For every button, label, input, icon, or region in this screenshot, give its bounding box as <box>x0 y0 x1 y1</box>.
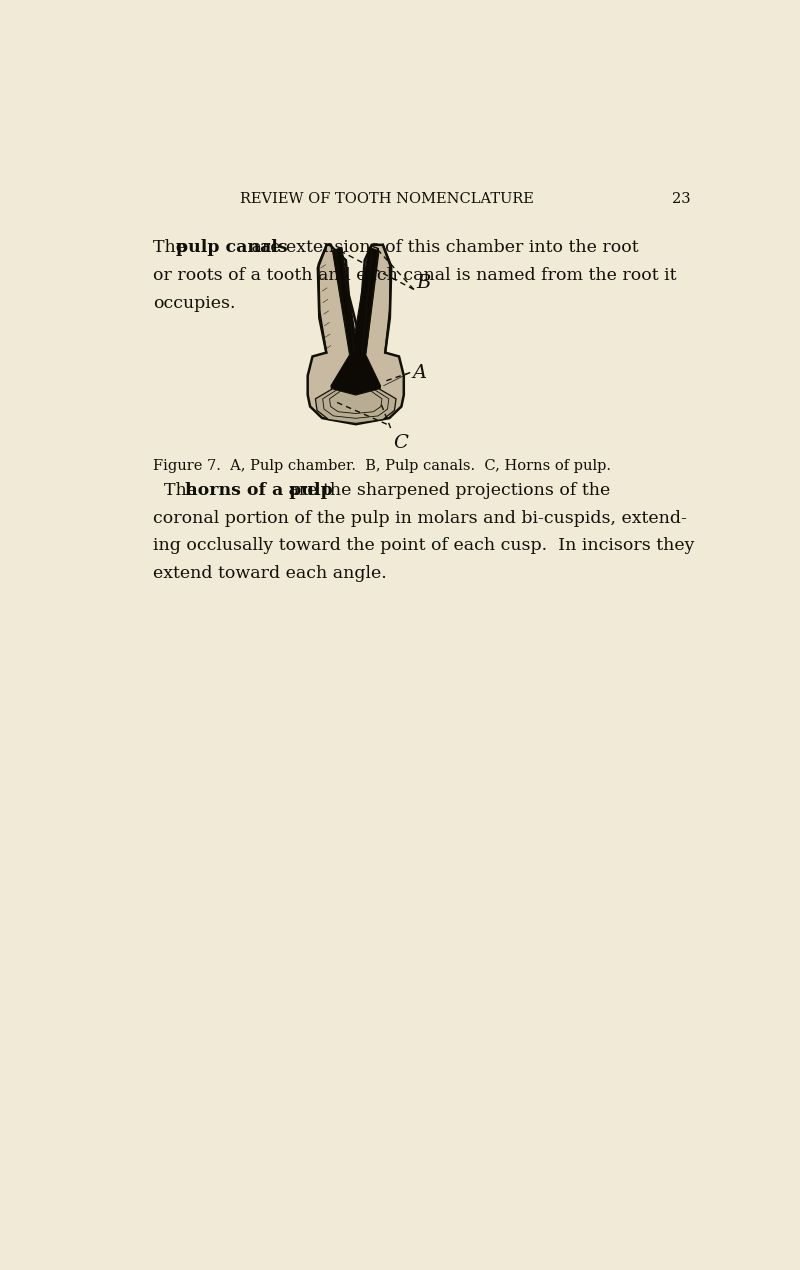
Text: Figure 7.  A, Pulp chamber.  B, Pulp canals.  C, Horns of pulp.: Figure 7. A, Pulp chamber. B, Pulp canal… <box>153 458 610 472</box>
Text: coronal portion of the pulp in molars and bi-cuspids, extend-: coronal portion of the pulp in molars an… <box>153 509 686 527</box>
Text: C: C <box>393 434 408 452</box>
Text: occupies.: occupies. <box>153 295 235 312</box>
Text: 23: 23 <box>672 192 690 206</box>
Text: pulp canals: pulp canals <box>176 239 287 257</box>
Text: ing occlusally toward the point of each cusp.  In incisors they: ing occlusally toward the point of each … <box>153 537 694 554</box>
Text: are the sharpened projections of the: are the sharpened projections of the <box>283 481 610 499</box>
Text: REVIEW OF TOOTH NOMENCLATURE: REVIEW OF TOOTH NOMENCLATURE <box>240 192 534 206</box>
Polygon shape <box>315 389 396 423</box>
Text: A: A <box>412 363 426 381</box>
Text: The: The <box>153 239 191 257</box>
Polygon shape <box>331 248 381 399</box>
Text: are extensions of this chamber into the root: are extensions of this chamber into the … <box>246 239 639 257</box>
Polygon shape <box>308 245 404 424</box>
Text: horns of a pulp: horns of a pulp <box>186 481 333 499</box>
Text: or roots of a tooth and each canal is named from the root it: or roots of a tooth and each canal is na… <box>153 267 676 284</box>
Text: extend toward each angle.: extend toward each angle. <box>153 565 386 582</box>
Text: The: The <box>153 481 202 499</box>
Text: B: B <box>416 274 430 292</box>
